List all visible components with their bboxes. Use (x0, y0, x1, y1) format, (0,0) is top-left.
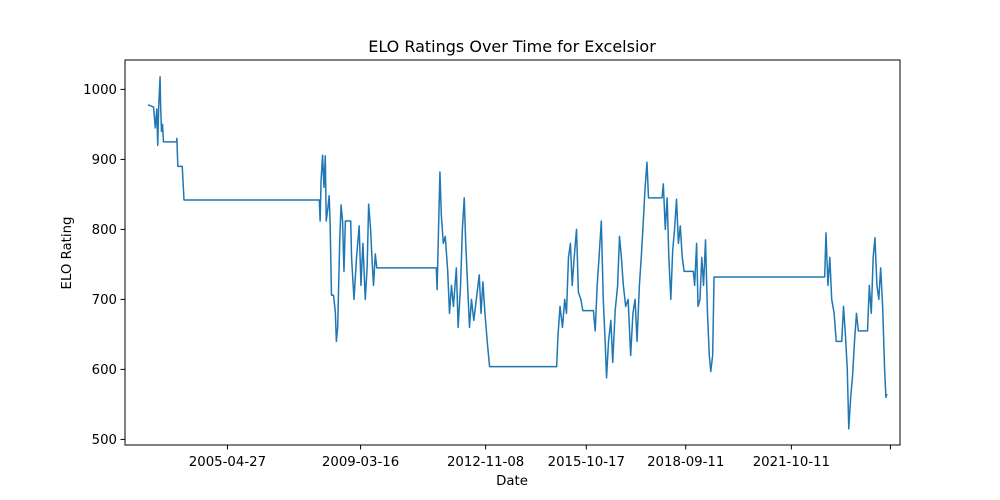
x-tick-label: 2018-09-11 (647, 455, 724, 470)
y-tick-label: 900 (92, 153, 117, 168)
chart-title: ELO Ratings Over Time for Excelsior (368, 37, 656, 56)
y-tick-label: 500 (92, 433, 117, 448)
y-axis-label: ELO Rating (60, 217, 75, 290)
x-tick-label: 2012-11-08 (447, 455, 524, 470)
plot-area-frame (124, 59, 901, 446)
y-axis: 500 600 700 800 900 1000 (83, 83, 125, 448)
x-tick-label: 2009-03-16 (322, 455, 399, 470)
x-axis-label: Date (496, 474, 528, 489)
y-tick-label: 800 (92, 223, 117, 238)
x-tick-label: 2005-04-27 (189, 455, 266, 470)
x-tick-label: 2015-10-17 (548, 455, 625, 470)
series-line-excelsior (147, 76, 888, 430)
y-tick-label: 1000 (83, 83, 117, 98)
x-axis: 2005-04-27 2009-03-16 2012-11-08 2015-10-17… (189, 445, 891, 470)
y-tick-label: 700 (92, 293, 117, 308)
y-tick-label: 600 (92, 363, 117, 378)
x-tick-label: 2021-10-11 (753, 455, 830, 470)
